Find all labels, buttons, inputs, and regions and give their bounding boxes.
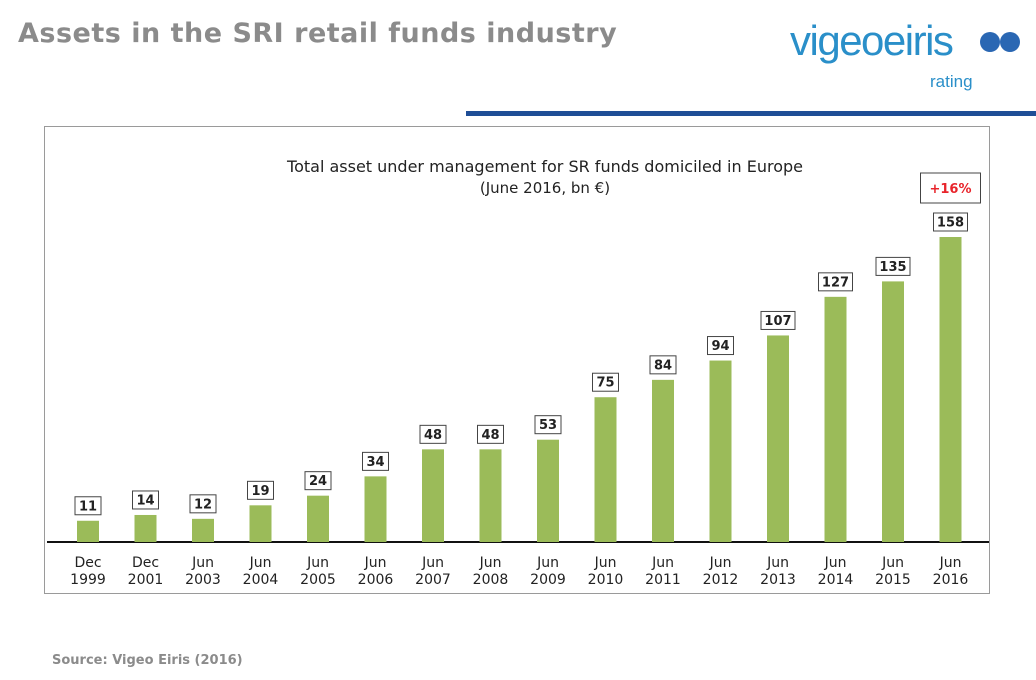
x-tick-label: 2014 [818, 572, 854, 588]
header-divider [466, 111, 1036, 116]
data-label-box [534, 415, 562, 435]
logo-wordmark: vigeoeiris [790, 17, 954, 64]
data-label: 34 [366, 455, 384, 470]
chart-frame: Total asset under management for SR fund… [44, 126, 990, 594]
data-label: 53 [539, 418, 557, 433]
bar [939, 237, 962, 542]
data-label-box [477, 424, 504, 444]
chart-subtitle: (June 2016, bn €) [480, 179, 610, 197]
data-label-box [707, 336, 734, 356]
data-label-box [875, 256, 911, 276]
x-tick-label: 2009 [530, 572, 566, 588]
x-tick-label: Jun [364, 555, 387, 571]
data-label: 48 [424, 428, 442, 443]
growth-annotation: +16% [929, 182, 971, 197]
data-label: 75 [596, 376, 614, 391]
logo-subtext: rating [930, 72, 973, 91]
data-label-box [304, 471, 332, 491]
data-label: 84 [654, 358, 672, 373]
x-tick-label: 2015 [875, 572, 911, 588]
data-label-box [419, 424, 447, 444]
data-label: 107 [764, 314, 791, 329]
data-label-box [933, 212, 968, 232]
data-label: 24 [309, 474, 327, 489]
x-tick-label: 2008 [473, 572, 509, 588]
x-tick-label: 2013 [760, 572, 796, 588]
x-tick-label: Jun [881, 555, 904, 571]
x-tick-label: 1999 [70, 572, 106, 588]
x-tick-label: Jun [306, 555, 329, 571]
bar [307, 495, 329, 542]
bar [594, 397, 617, 542]
x-tick-label: 2005 [300, 572, 336, 588]
bar [652, 379, 674, 542]
x-tick-label: Jun [479, 555, 502, 571]
x-tick-label: 2016 [933, 572, 969, 588]
x-tick-label: Jun [824, 555, 847, 571]
x-tick-label: Jun [191, 555, 214, 571]
bar [134, 514, 157, 542]
x-tick-label: Jun [421, 555, 444, 571]
data-label-box [132, 490, 159, 510]
data-label: 127 [822, 275, 849, 290]
x-tick-label: Dec [74, 555, 101, 571]
data-label: 14 [136, 493, 154, 508]
x-tick-label: 2003 [185, 572, 221, 588]
bar [192, 518, 214, 542]
data-label-box [649, 355, 677, 375]
data-label: 12 [194, 497, 212, 512]
x-tick-label: Jun [709, 555, 732, 571]
x-tick-label: 2001 [128, 572, 164, 588]
bar [824, 296, 847, 542]
data-label-box [818, 272, 853, 292]
bar [249, 505, 272, 542]
data-label-box [189, 494, 217, 514]
data-label: 135 [879, 260, 906, 275]
x-tick-label: Jun [651, 555, 674, 571]
data-label: 48 [481, 428, 499, 443]
data-label: 11 [79, 499, 97, 514]
x-tick-label: Jun [939, 555, 962, 571]
vigeo-eiris-logo: vigeoeiris rating [790, 18, 1030, 98]
x-tick-label: Jun [536, 555, 559, 571]
bar [422, 449, 444, 542]
source-note: Source: Vigeo Eiris (2016) [52, 653, 243, 668]
bar [77, 520, 99, 542]
x-tick-label: 2006 [358, 572, 394, 588]
data-label-box [362, 451, 389, 471]
bar [537, 439, 559, 542]
data-label-box [74, 496, 102, 516]
logo-dot-icon [1000, 32, 1020, 52]
x-tick-label: 2010 [588, 572, 624, 588]
x-tick-label: Dec [132, 555, 159, 571]
page-title: Assets in the SRI retail funds industry [18, 18, 618, 49]
data-label-box [760, 310, 796, 330]
x-tick-label: Jun [594, 555, 617, 571]
bar [364, 476, 387, 542]
bar [709, 360, 732, 542]
x-tick-label: 2007 [415, 572, 451, 588]
bar-chart: Total asset under management for SR fund… [47, 157, 989, 588]
data-label-box [247, 480, 274, 500]
x-tick-label: 2004 [243, 572, 279, 588]
bar [882, 281, 904, 542]
x-tick-label: Jun [249, 555, 272, 571]
data-label-box [592, 372, 619, 392]
logo-dot-icon [980, 32, 1000, 52]
x-tick-label: Jun [766, 555, 789, 571]
bar [767, 335, 789, 542]
x-tick-label: 2011 [645, 572, 681, 588]
data-label: 19 [251, 484, 269, 499]
bar [479, 449, 502, 542]
x-tick-label: 2012 [703, 572, 739, 588]
data-label: 158 [937, 216, 964, 231]
chart-title: Total asset under management for SR fund… [286, 157, 803, 176]
annotation-box [920, 172, 981, 204]
data-label: 94 [711, 339, 729, 354]
